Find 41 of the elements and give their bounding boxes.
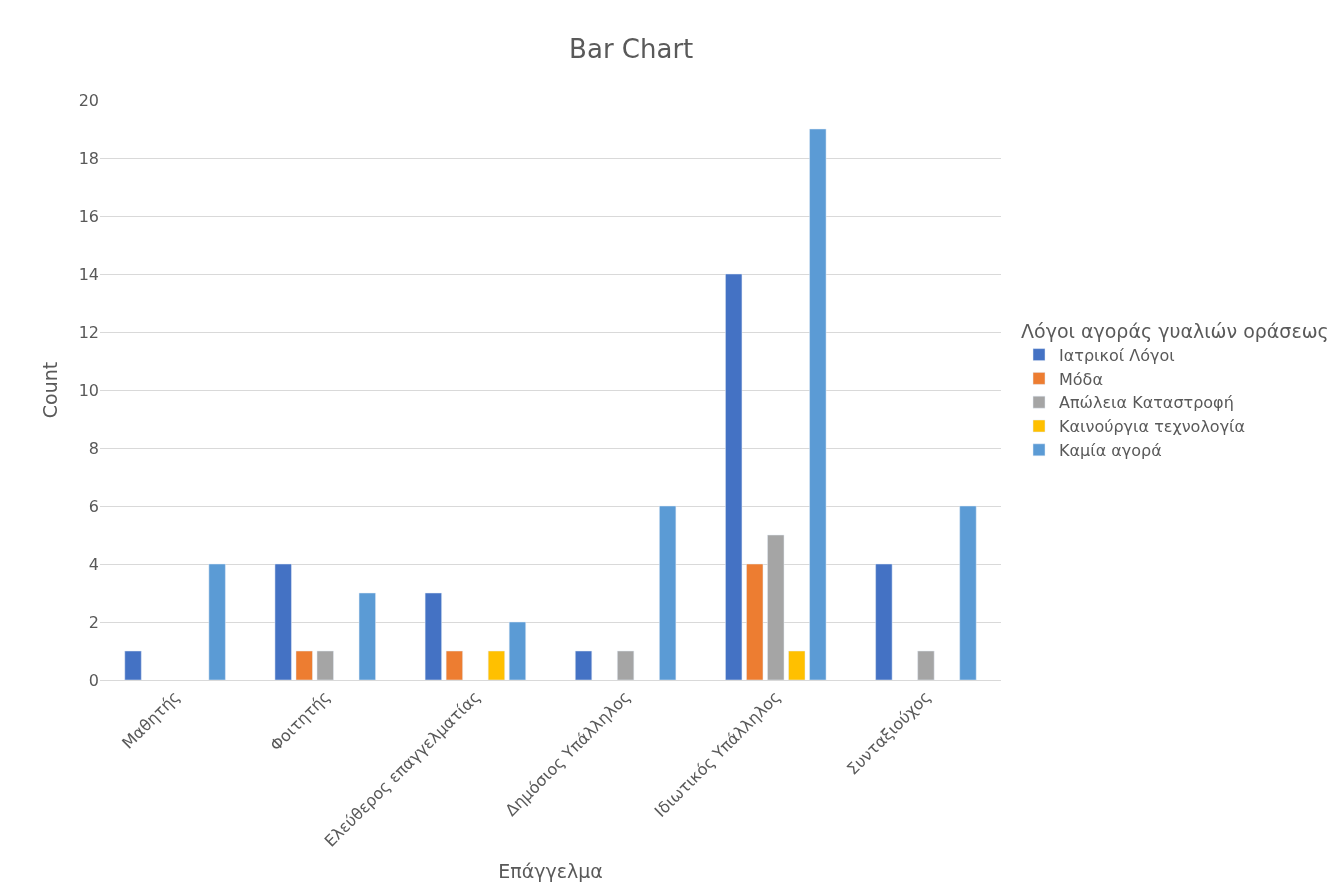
bar	[659, 505, 677, 680]
y-axis-title: Count	[39, 361, 62, 419]
bar	[358, 592, 376, 680]
bar	[788, 650, 806, 680]
bar	[917, 650, 935, 680]
bar	[959, 505, 977, 680]
y-tick-label: 20	[78, 90, 99, 110]
bar	[295, 650, 313, 680]
y-tick-label: 10	[78, 380, 99, 400]
bar	[208, 563, 226, 680]
bar	[424, 592, 442, 680]
bar	[274, 563, 292, 680]
bar	[617, 650, 635, 680]
y-tick-label: 0	[88, 670, 99, 690]
y-tick-label: 12	[78, 322, 99, 342]
y-tick-label: 6	[88, 496, 99, 516]
bar	[809, 128, 827, 680]
chart-title: Bar Chart	[569, 34, 694, 65]
y-tick-label: 16	[78, 206, 99, 226]
legend-title: Λόγοι αγοράς γυαλιών οράσεως	[1021, 319, 1329, 342]
bar	[875, 563, 893, 680]
legend-label: Καινούργια τεχνολογία	[1059, 417, 1246, 437]
legend-label: Απώλεια Καταστροφή	[1059, 393, 1234, 413]
bar	[575, 650, 593, 680]
y-tick-label: 4	[88, 554, 99, 574]
bar	[767, 534, 785, 680]
y-tick-label: 14	[78, 264, 99, 284]
legend-label: Ιατρικοί Λόγοι	[1059, 345, 1175, 365]
y-tick-label: 18	[78, 148, 99, 168]
legend-label: Μόδα	[1059, 369, 1103, 389]
bar	[487, 650, 505, 680]
x-axis-title: Επάγγελμα	[498, 860, 603, 883]
bar	[316, 650, 334, 680]
bar	[445, 650, 463, 680]
bar	[124, 650, 142, 680]
legend-label: Καμία αγορά	[1059, 441, 1162, 461]
bar	[508, 621, 526, 680]
y-tick-label: 2	[88, 612, 99, 632]
bar	[725, 273, 743, 680]
bar	[746, 563, 764, 680]
y-tick-label: 8	[88, 438, 99, 458]
